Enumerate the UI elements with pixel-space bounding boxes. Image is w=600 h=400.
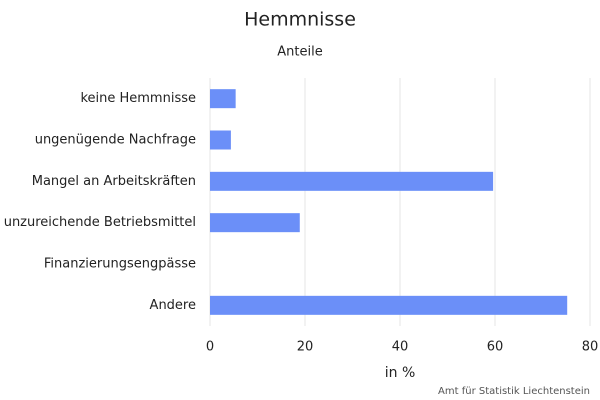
y-tick-label: keine Hemmnisse (80, 91, 196, 106)
bar (210, 89, 236, 109)
x-tick-label: 60 (487, 340, 504, 355)
x-tick-label: 0 (206, 340, 214, 355)
bar (210, 130, 231, 150)
chart-title: Hemmnisse (244, 9, 356, 31)
bar (210, 295, 568, 315)
bar (210, 213, 300, 233)
y-tick-label: Finanzierungsengpässe (44, 257, 196, 272)
y-tick-label: Andere (150, 298, 196, 313)
credits: Amt für Statistik Liechtenstein (438, 386, 590, 397)
x-axis-title: in % (385, 365, 416, 381)
x-tick-label: 20 (297, 340, 314, 355)
x-tick-label: 40 (392, 340, 409, 355)
chart-subtitle: Anteile (277, 45, 322, 60)
y-tick-label: Mangel an Arbeitskräften (32, 174, 196, 189)
y-tick-label: unzureichende Betriebsmittel (4, 215, 196, 230)
bar (210, 171, 494, 191)
y-tick-label: ungenügende Nachfrage (35, 133, 196, 148)
x-tick-label: 80 (582, 340, 599, 355)
